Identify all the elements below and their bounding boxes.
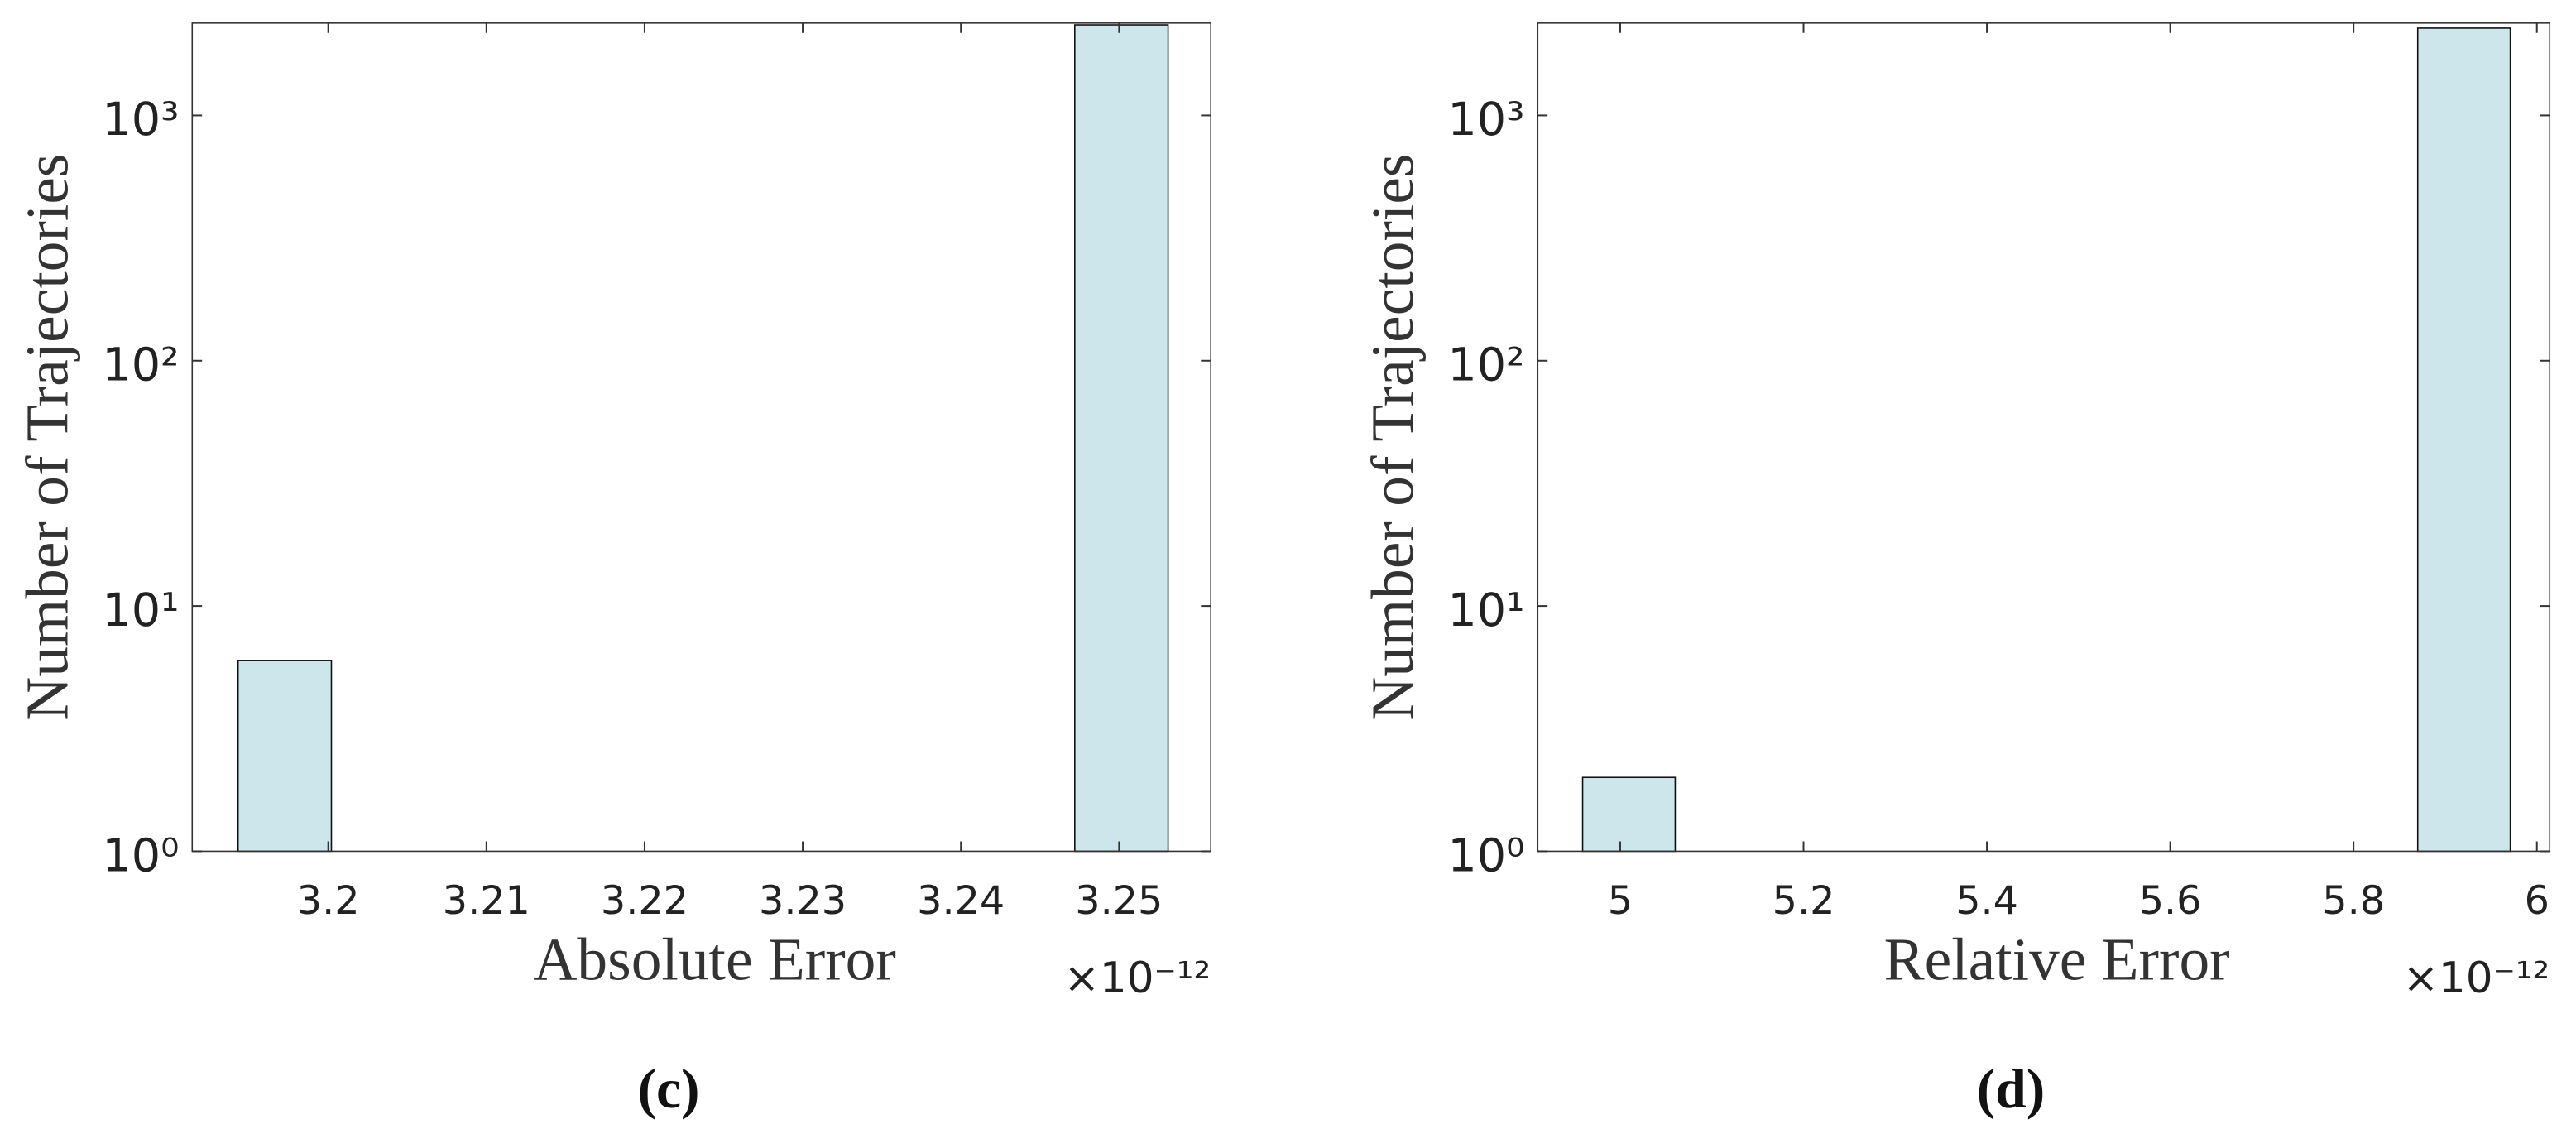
x-axis-label: Relative Error xyxy=(1884,925,2230,992)
plot-frame xyxy=(191,22,1211,853)
x-tick-label: 5 xyxy=(1608,878,1633,924)
bar xyxy=(237,660,333,853)
x-tick-label: 3.21 xyxy=(443,878,530,924)
bar xyxy=(1581,776,1677,853)
bar xyxy=(2416,27,2511,853)
x-tick-label: 3.24 xyxy=(917,878,1005,924)
x-multiplier: ×10⁻¹² xyxy=(2403,954,2550,1003)
y-tick-label: 10² xyxy=(102,339,179,392)
x-multiplier: ×10⁻¹² xyxy=(1064,954,1211,1003)
plot-frame xyxy=(1537,22,2551,853)
bar xyxy=(1074,24,1169,853)
caption: (d) xyxy=(1977,1058,2046,1120)
y-tick-label: 10³ xyxy=(102,93,179,147)
y-axis-label: Number of Trajectories xyxy=(1359,153,1426,720)
x-tick-label: 5.4 xyxy=(1955,878,2018,924)
y-tick-label: 10³ xyxy=(1447,93,1524,147)
caption: (c) xyxy=(638,1058,700,1120)
y-axis-label: Number of Trajectories xyxy=(13,153,80,720)
x-tick-label: 6 xyxy=(2525,878,2550,924)
x-tick-label: 5.2 xyxy=(1772,878,1835,924)
x-tick-label: 5.6 xyxy=(2139,878,2202,924)
y-tick-label: 10⁰ xyxy=(1447,829,1524,882)
y-tick-label: 10¹ xyxy=(102,584,179,637)
x-axis-label: Absolute Error xyxy=(533,925,895,992)
y-tick-label: 10¹ xyxy=(1447,584,1524,637)
x-tick-label: 3.25 xyxy=(1075,878,1163,924)
x-tick-label: 3.22 xyxy=(601,878,688,924)
x-tick-label: 3.23 xyxy=(759,878,847,924)
y-tick-label: 10² xyxy=(1447,339,1524,392)
y-tick-label: 10⁰ xyxy=(102,829,179,882)
x-tick-label: 5.8 xyxy=(2322,878,2385,924)
x-tick-label: 3.2 xyxy=(297,878,360,924)
